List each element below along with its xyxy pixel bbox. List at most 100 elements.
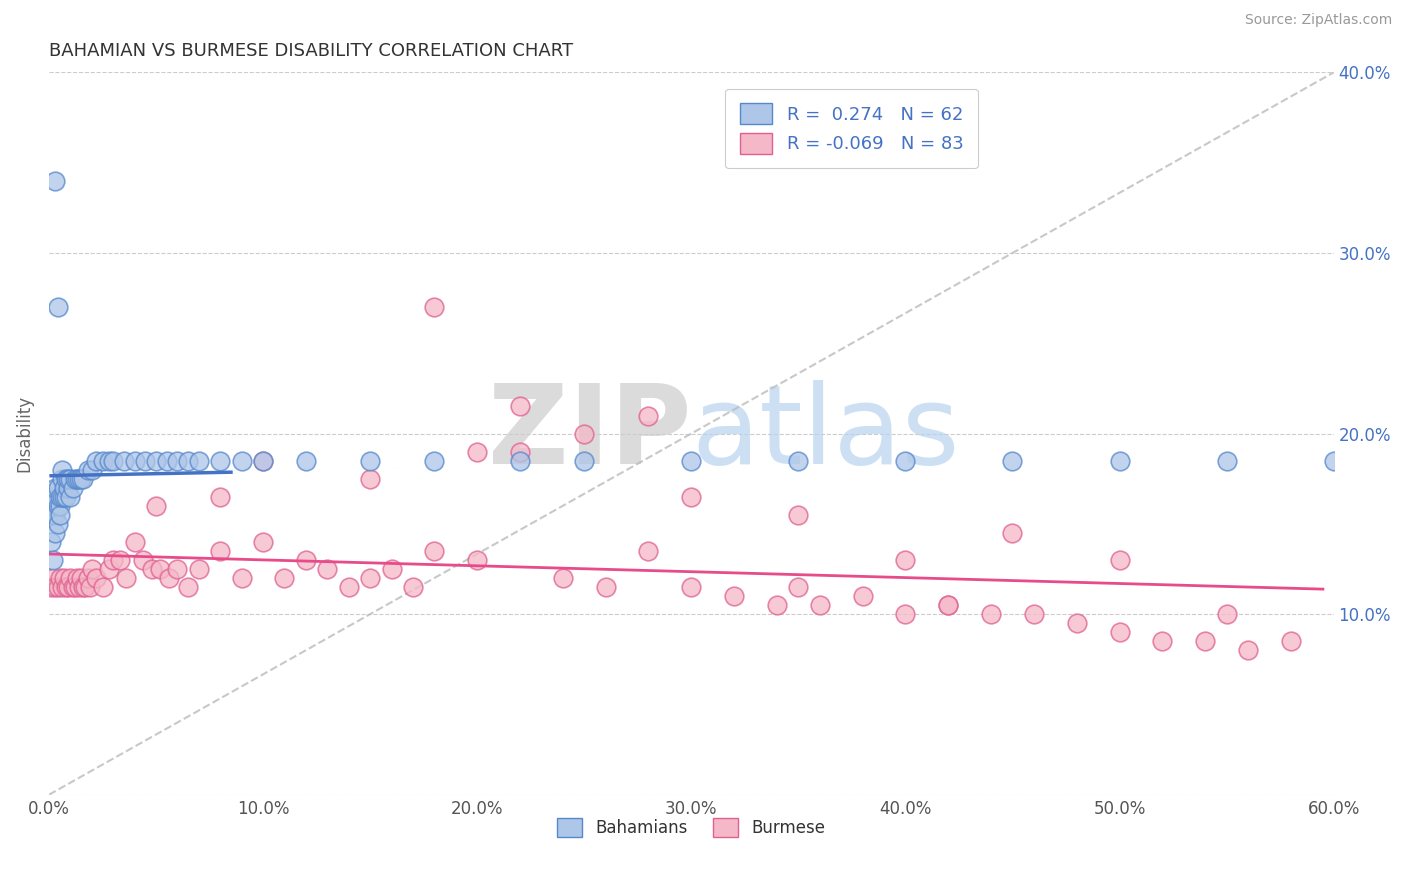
- Point: [402, 580, 425, 594]
- Point: [1215, 607, 1237, 621]
- Point: [39, 580, 62, 594]
- Point: [59, 571, 82, 585]
- Point: [936, 598, 959, 612]
- Point: [44, 525, 66, 540]
- Point: [46, 499, 69, 513]
- Point: [166, 453, 188, 467]
- Point: [97, 453, 120, 467]
- Point: [1194, 634, 1216, 648]
- Point: [1108, 453, 1130, 467]
- Point: [112, 453, 135, 467]
- Point: [66, 571, 89, 585]
- Point: [145, 499, 167, 513]
- Point: [42, 571, 65, 585]
- Point: [134, 453, 156, 467]
- Point: [465, 444, 488, 458]
- Point: [894, 553, 917, 567]
- Point: [58, 580, 80, 594]
- Point: [52, 490, 75, 504]
- Point: [166, 562, 188, 576]
- Point: [295, 453, 318, 467]
- Point: [252, 453, 274, 467]
- Point: [423, 453, 446, 467]
- Point: [231, 453, 253, 467]
- Point: [55, 490, 77, 504]
- Point: [63, 472, 86, 486]
- Point: [273, 571, 295, 585]
- Point: [894, 607, 917, 621]
- Point: [252, 535, 274, 549]
- Point: [231, 571, 253, 585]
- Point: [42, 553, 65, 567]
- Point: [124, 535, 146, 549]
- Text: BAHAMIAN VS BURMESE DISABILITY CORRELATION CHART: BAHAMIAN VS BURMESE DISABILITY CORRELATI…: [49, 42, 574, 60]
- Point: [787, 508, 810, 522]
- Point: [80, 463, 103, 477]
- Point: [1215, 453, 1237, 467]
- Point: [115, 571, 138, 585]
- Point: [42, 490, 65, 504]
- Point: [177, 580, 200, 594]
- Point: [44, 481, 66, 495]
- Point: [80, 562, 103, 576]
- Legend: Bahamians, Burmese: Bahamians, Burmese: [551, 812, 832, 844]
- Point: [1108, 553, 1130, 567]
- Point: [51, 463, 73, 477]
- Point: [380, 562, 402, 576]
- Point: [46, 580, 69, 594]
- Point: [980, 607, 1002, 621]
- Point: [145, 453, 167, 467]
- Point: [209, 453, 232, 467]
- Point: [1001, 525, 1024, 540]
- Point: [1152, 634, 1174, 648]
- Point: [766, 598, 789, 612]
- Point: [62, 481, 84, 495]
- Point: [46, 481, 69, 495]
- Point: [141, 562, 163, 576]
- Point: [63, 580, 86, 594]
- Point: [58, 481, 80, 495]
- Point: [51, 472, 73, 486]
- Point: [91, 580, 114, 594]
- Text: atlas: atlas: [692, 380, 960, 487]
- Point: [681, 453, 703, 467]
- Point: [70, 571, 93, 585]
- Text: Source: ZipAtlas.com: Source: ZipAtlas.com: [1244, 13, 1392, 28]
- Point: [124, 453, 146, 467]
- Point: [574, 453, 596, 467]
- Point: [295, 553, 318, 567]
- Point: [46, 300, 69, 314]
- Text: ZIP: ZIP: [488, 380, 692, 487]
- Point: [423, 300, 446, 314]
- Point: [91, 453, 114, 467]
- Point: [509, 400, 531, 414]
- Point: [894, 453, 917, 467]
- Point: [423, 544, 446, 558]
- Point: [252, 453, 274, 467]
- Point: [51, 580, 73, 594]
- Point: [1001, 453, 1024, 467]
- Point: [103, 453, 125, 467]
- Point: [39, 499, 62, 513]
- Point: [108, 553, 131, 567]
- Point: [62, 580, 84, 594]
- Point: [157, 571, 180, 585]
- Point: [46, 516, 69, 531]
- Point: [72, 472, 94, 486]
- Point: [55, 580, 77, 594]
- Point: [149, 562, 172, 576]
- Point: [808, 598, 831, 612]
- Point: [209, 490, 232, 504]
- Point: [72, 580, 94, 594]
- Point: [58, 472, 80, 486]
- Point: [1066, 616, 1088, 631]
- Point: [852, 589, 875, 603]
- Point: [187, 453, 209, 467]
- Point: [551, 571, 574, 585]
- Point: [1279, 634, 1302, 648]
- Point: [187, 562, 209, 576]
- Point: [42, 508, 65, 522]
- Point: [359, 453, 381, 467]
- Point: [637, 409, 659, 423]
- Point: [723, 589, 745, 603]
